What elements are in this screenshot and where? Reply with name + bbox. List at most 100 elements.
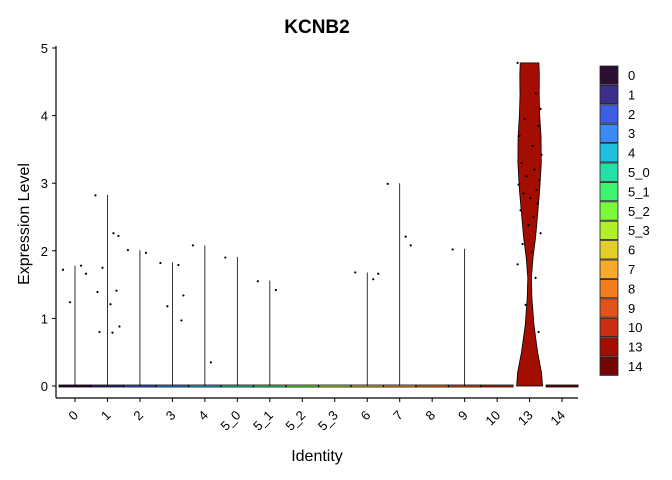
- legend-swatch-5-2: [599, 201, 619, 221]
- x-tick-label-6: 6: [358, 408, 374, 424]
- data-point-3: [166, 305, 169, 308]
- y-tick-label: 5: [41, 41, 48, 56]
- legend-label-1: 1: [628, 87, 635, 102]
- data-point-1: [118, 325, 121, 328]
- legend-swatch-7: [599, 259, 619, 279]
- x-tick-label-7: 7: [390, 408, 406, 424]
- x-tick-label-9: 9: [455, 408, 471, 424]
- y-tick-label: 4: [41, 109, 48, 124]
- data-point-13: [538, 178, 541, 181]
- legend-swatch-10: [599, 317, 619, 338]
- data-point-6: [372, 278, 375, 281]
- violin-base-10: [480, 384, 514, 388]
- data-point-13: [539, 232, 542, 235]
- data-point-13: [532, 215, 535, 219]
- data-point-13: [537, 124, 540, 127]
- data-point-0: [84, 272, 88, 275]
- data-point-13: [518, 134, 521, 137]
- data-point-1: [111, 331, 114, 334]
- legend-label-14: 14: [628, 359, 642, 374]
- violin-base-5-3: [318, 384, 352, 388]
- data-point-7: [386, 182, 389, 185]
- x-tick-label-5-1: 5_1: [250, 408, 276, 434]
- data-point-13: [536, 202, 539, 205]
- data-point-13: [534, 92, 537, 95]
- legend-label-5-0: 5_0: [628, 165, 650, 180]
- data-point-13: [529, 196, 532, 200]
- data-point-1: [96, 290, 99, 294]
- data-point-1: [94, 194, 97, 197]
- data-point-0: [79, 264, 83, 267]
- legend-label-7: 7: [628, 262, 635, 277]
- x-tick-label-13: 13: [515, 408, 536, 429]
- data-point-13: [530, 251, 533, 254]
- data-point-9: [451, 248, 454, 251]
- x-tick-label-2: 2: [130, 408, 146, 424]
- y-axis-label: Expression Level: [16, 163, 33, 285]
- legend-swatch-8: [599, 278, 619, 299]
- data-point-4: [209, 361, 212, 364]
- legend-label-6: 6: [628, 243, 635, 258]
- x-tick-label-5-0: 5_0: [218, 408, 244, 434]
- data-point-0: [61, 268, 65, 271]
- x-axis-label: Identity: [291, 448, 343, 465]
- data-point-3: [159, 261, 162, 265]
- legend-swatch-9: [599, 298, 619, 318]
- data-point-3: [177, 263, 180, 267]
- data-point-5-0: [224, 256, 227, 259]
- data-point-13: [524, 303, 527, 306]
- x-tick-label-5-2: 5_2: [282, 408, 308, 434]
- legend-swatch-4: [599, 143, 619, 163]
- data-point-5-1: [256, 280, 259, 283]
- legend-swatch-3: [599, 123, 619, 143]
- legend-label-5-1: 5_1: [628, 184, 650, 199]
- data-point-13: [516, 61, 519, 64]
- data-point-3: [182, 294, 185, 297]
- violin-13: [516, 62, 544, 387]
- legend-swatch-5-3: [599, 220, 619, 240]
- x-tick-label-5-3: 5_3: [315, 408, 341, 434]
- data-point-13: [527, 224, 530, 227]
- data-point-13: [535, 188, 538, 192]
- legend-label-5-3: 5_3: [628, 223, 650, 238]
- y-tick-label: 1: [41, 311, 48, 326]
- legend-label-0: 0: [628, 68, 635, 83]
- data-point-13: [531, 144, 534, 148]
- data-point-13: [517, 183, 520, 186]
- data-point-13: [519, 209, 522, 212]
- violin-base-5-2: [285, 384, 319, 388]
- legend-label-9: 9: [628, 301, 635, 316]
- data-point-2: [126, 249, 130, 252]
- data-point-0: [68, 301, 72, 304]
- data-point-1: [101, 266, 104, 269]
- violin-base-8: [415, 384, 449, 388]
- data-point-13: [521, 242, 524, 246]
- data-point-13: [520, 161, 523, 165]
- y-tick-label: 0: [41, 379, 48, 394]
- legend-label-5-2: 5_2: [628, 204, 650, 219]
- legend-label-3: 3: [628, 126, 635, 141]
- data-point-13: [534, 276, 537, 279]
- data-point-13: [533, 168, 536, 171]
- legend-label-2: 2: [628, 107, 635, 122]
- x-tick-label-3: 3: [163, 408, 179, 424]
- legend-swatch-6: [599, 240, 619, 260]
- legend-swatch-14: [599, 356, 619, 376]
- x-tick-label-1: 1: [98, 408, 114, 424]
- data-point-13: [516, 263, 519, 266]
- data-point-7: [404, 235, 407, 238]
- legend-swatch-0: [599, 65, 619, 85]
- data-point-13: [525, 175, 528, 178]
- x-tick-label-14: 14: [547, 408, 568, 429]
- x-tick-label-4: 4: [195, 408, 211, 424]
- legend-label-8: 8: [628, 281, 635, 296]
- data-point-1: [112, 232, 115, 235]
- data-point-1: [109, 303, 112, 306]
- data-point-13: [523, 117, 526, 121]
- data-point-2: [144, 251, 148, 254]
- data-point-6: [354, 271, 357, 274]
- legend-swatch-5-1: [599, 181, 619, 202]
- x-tick-label-10: 10: [482, 408, 503, 429]
